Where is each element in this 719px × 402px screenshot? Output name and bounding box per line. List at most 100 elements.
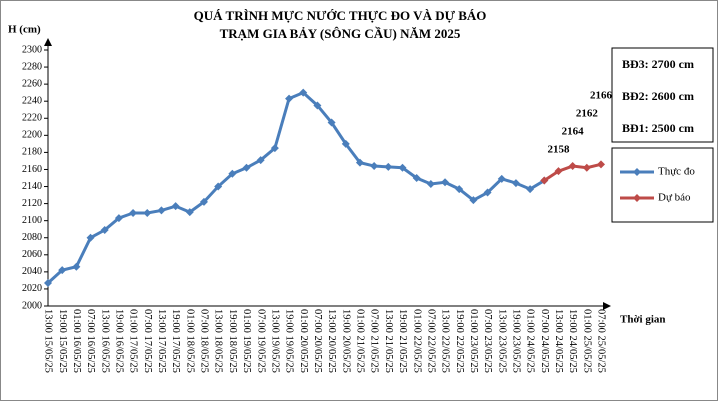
x-tick-label: 01:00 18/05/25 xyxy=(184,309,195,373)
x-tick-label: 07:00 16/05/25 xyxy=(85,309,96,373)
x-tick-label: 01:00 19/05/25 xyxy=(241,309,252,373)
point xyxy=(228,169,237,178)
data-label: 2162 xyxy=(576,108,599,120)
x-tick-label: 07:00 17/05/25 xyxy=(142,309,153,373)
point xyxy=(72,262,81,271)
point xyxy=(86,233,95,242)
y-axis-arrow xyxy=(44,38,52,46)
x-tick-label: 13:00 19/05/25 xyxy=(269,309,280,373)
y-tick-label: 2120 xyxy=(22,198,42,209)
point xyxy=(299,88,308,97)
point xyxy=(242,163,251,172)
point xyxy=(143,208,152,217)
y-tick-label: 2220 xyxy=(22,113,42,124)
x-tick-label: 19:00 20/05/25 xyxy=(340,309,351,373)
x-tick-label: 19:00 24/05/25 xyxy=(567,309,578,373)
point xyxy=(597,160,605,169)
point xyxy=(554,167,563,176)
point xyxy=(370,162,379,171)
x-tick-label: 01:00 16/05/25 xyxy=(71,309,82,373)
legend-label: Thực đo xyxy=(658,166,695,178)
legend xyxy=(611,147,714,223)
x-tick-label: 01:00 21/05/25 xyxy=(355,309,366,373)
alert-box xyxy=(611,47,714,143)
x-tick-label: 13:00 24/05/25 xyxy=(553,309,564,373)
point xyxy=(129,208,138,217)
y-tick-label: 2140 xyxy=(22,181,42,192)
point xyxy=(497,174,506,183)
legend-marker xyxy=(633,168,641,176)
x-tick-label: 01:00 24/05/25 xyxy=(525,309,536,373)
x-tick-label: 13:00 15/05/25 xyxy=(43,309,54,373)
y-tick-label: 2300 xyxy=(22,44,42,55)
point xyxy=(355,158,364,167)
x-tick-label: 19:00 21/05/25 xyxy=(397,309,408,373)
x-tick-label: 19:00 18/05/25 xyxy=(227,309,238,373)
x-tick-label: 07:00 20/05/25 xyxy=(312,309,323,373)
point xyxy=(469,196,478,205)
y-axis-label: H (cm) xyxy=(8,24,41,36)
point xyxy=(44,278,52,287)
x-tick-label: 07:00 25/05/25 xyxy=(596,309,607,373)
x-tick-label: 13:00 22/05/25 xyxy=(440,309,451,373)
x-tick-label: 01:00 20/05/25 xyxy=(298,309,309,373)
point xyxy=(313,101,322,110)
data-label: 2166 xyxy=(590,90,613,102)
data-label: 2158 xyxy=(547,144,570,156)
y-tick-label: 2160 xyxy=(22,164,42,175)
x-tick-label: 01:00 22/05/25 xyxy=(411,309,422,373)
point xyxy=(384,162,393,171)
y-tick-label: 2000 xyxy=(22,300,42,311)
x-tick-label: 13:00 17/05/25 xyxy=(156,309,167,373)
point xyxy=(327,118,336,127)
x-tick-label: 07:00 18/05/25 xyxy=(199,309,210,373)
point xyxy=(441,178,450,187)
point xyxy=(526,185,535,194)
point xyxy=(270,144,279,153)
point xyxy=(511,179,520,188)
point xyxy=(483,188,492,197)
point xyxy=(398,163,407,172)
x-tick-label: 19:00 23/05/25 xyxy=(511,309,522,373)
point xyxy=(157,206,166,215)
y-tick-label: 2240 xyxy=(22,95,42,106)
point xyxy=(185,208,194,217)
x-tick-label: 01:00 17/05/25 xyxy=(128,309,139,373)
point xyxy=(341,139,350,148)
y-tick-label: 2280 xyxy=(22,61,42,72)
x-tick-label: 07:00 21/05/25 xyxy=(369,309,380,373)
legend-marker xyxy=(633,194,641,202)
y-tick-label: 2180 xyxy=(22,147,42,158)
y-tick-label: 2200 xyxy=(22,130,42,141)
x-tick-label: 13:00 16/05/25 xyxy=(99,309,110,373)
x-tick-label: 13:00 20/05/25 xyxy=(326,309,337,373)
point xyxy=(455,185,464,194)
y-tick-label: 2080 xyxy=(22,232,42,243)
x-tick-label: 07:00 22/05/25 xyxy=(425,309,436,373)
y-tick-label: 2260 xyxy=(22,78,42,89)
data-label: 2164 xyxy=(562,126,585,138)
x-tick-label: 01:00 23/05/25 xyxy=(468,309,479,373)
y-tick-label: 2060 xyxy=(22,249,42,260)
chart-subtitle: TRẠM GIA BẢY (SÔNG CẦU) NĂM 2025 xyxy=(220,26,461,41)
alert-level: BĐ2: 2600 cm xyxy=(622,89,694,103)
point xyxy=(100,226,109,235)
x-tick-label: 19:00 16/05/25 xyxy=(113,309,124,373)
x-tick-label: 13:00 18/05/25 xyxy=(213,309,224,373)
y-tick-label: 2100 xyxy=(22,215,42,226)
point xyxy=(58,266,67,275)
alert-level: BĐ3: 2700 cm xyxy=(622,57,694,71)
alert-level: BĐ1: 2500 cm xyxy=(622,121,694,135)
x-axis-label: Thời gian xyxy=(620,314,666,326)
point xyxy=(412,174,421,182)
x-tick-label: 07:00 19/05/25 xyxy=(255,309,266,373)
x-tick-label: 19:00 22/05/25 xyxy=(454,309,465,373)
point xyxy=(540,176,549,185)
x-tick-label: 13:00 23/05/25 xyxy=(496,309,507,373)
y-tick-label: 2040 xyxy=(22,266,42,277)
point xyxy=(199,197,208,206)
x-tick-label: 19:00 17/05/25 xyxy=(170,309,181,373)
